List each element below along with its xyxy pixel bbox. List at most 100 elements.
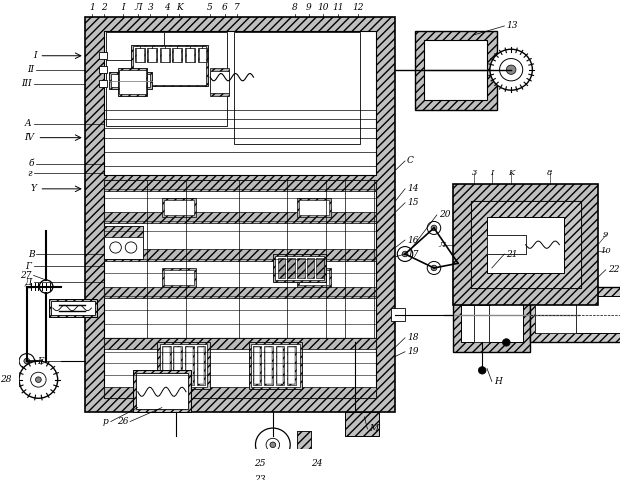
Bar: [136, 373, 188, 409]
Circle shape: [19, 361, 58, 398]
Bar: [210, 71, 229, 93]
Bar: [49, 299, 97, 317]
Bar: [254, 347, 260, 384]
Bar: [299, 270, 329, 285]
Circle shape: [19, 354, 34, 369]
Bar: [104, 180, 376, 191]
Bar: [104, 180, 376, 338]
Bar: [297, 431, 312, 459]
Text: 10: 10: [317, 3, 329, 12]
Text: р: р: [103, 417, 109, 426]
Bar: [288, 347, 295, 384]
Text: 3: 3: [148, 3, 153, 12]
Bar: [297, 268, 331, 287]
Text: Д: Д: [24, 277, 32, 287]
Bar: [161, 48, 169, 62]
Bar: [424, 40, 487, 100]
Bar: [135, 48, 145, 62]
Bar: [345, 412, 379, 435]
Text: 7: 7: [234, 3, 240, 12]
Text: 13: 13: [506, 22, 518, 30]
Text: Y: Y: [31, 184, 37, 193]
Text: 8: 8: [292, 3, 298, 12]
Bar: [173, 48, 182, 62]
Bar: [391, 308, 405, 321]
Bar: [99, 66, 107, 73]
Text: 24: 24: [312, 459, 323, 468]
Bar: [475, 305, 489, 342]
Bar: [470, 201, 581, 288]
Bar: [157, 342, 210, 389]
Text: 27: 27: [20, 271, 32, 280]
Text: 6: 6: [222, 3, 227, 12]
Bar: [104, 226, 143, 237]
Bar: [297, 431, 312, 459]
Circle shape: [431, 225, 437, 231]
Bar: [51, 300, 95, 315]
Bar: [297, 198, 331, 217]
Text: 1: 1: [90, 3, 95, 12]
Bar: [111, 74, 150, 87]
Circle shape: [431, 265, 437, 271]
Circle shape: [506, 65, 516, 74]
Bar: [104, 387, 376, 398]
Bar: [197, 48, 207, 62]
Text: Л: Л: [438, 240, 445, 249]
Bar: [287, 346, 296, 385]
Bar: [99, 52, 107, 60]
Circle shape: [24, 358, 30, 364]
Bar: [265, 347, 272, 384]
Text: 20: 20: [439, 210, 450, 219]
Text: Г: Г: [26, 262, 32, 271]
Text: I: I: [33, 51, 37, 60]
Circle shape: [402, 251, 408, 257]
Bar: [530, 287, 623, 342]
Text: 22: 22: [607, 265, 619, 275]
Circle shape: [36, 377, 41, 383]
Text: 15: 15: [407, 198, 419, 207]
Bar: [461, 277, 523, 342]
Text: I: I: [121, 3, 125, 12]
Bar: [131, 45, 208, 86]
Bar: [106, 33, 227, 126]
Text: 4: 4: [164, 3, 169, 12]
Bar: [174, 347, 181, 384]
Bar: [210, 68, 229, 96]
Text: М: М: [369, 424, 379, 433]
Bar: [173, 346, 182, 385]
Text: K: K: [176, 3, 183, 12]
Bar: [136, 48, 143, 62]
Bar: [85, 17, 396, 412]
Circle shape: [39, 280, 53, 293]
Bar: [186, 347, 193, 384]
Text: Н: Н: [494, 377, 502, 386]
Text: 19: 19: [407, 347, 419, 356]
Bar: [106, 33, 164, 60]
Bar: [454, 268, 530, 352]
Circle shape: [500, 59, 523, 81]
Bar: [109, 72, 152, 89]
Text: 11: 11: [333, 3, 344, 12]
Bar: [415, 31, 497, 110]
Circle shape: [397, 247, 413, 262]
Circle shape: [110, 242, 121, 253]
Text: I: I: [490, 169, 493, 177]
Bar: [273, 254, 326, 282]
Circle shape: [39, 280, 53, 293]
Text: 12: 12: [352, 3, 363, 12]
Bar: [199, 48, 206, 62]
Bar: [249, 342, 302, 389]
Circle shape: [427, 221, 440, 234]
Bar: [454, 184, 598, 305]
Bar: [277, 347, 283, 384]
Circle shape: [427, 262, 440, 275]
Text: 21: 21: [506, 250, 518, 259]
Bar: [162, 198, 196, 217]
Bar: [316, 258, 324, 278]
Bar: [185, 346, 194, 385]
Circle shape: [31, 372, 46, 387]
Text: 25: 25: [254, 459, 265, 468]
Text: III: III: [21, 79, 32, 88]
Text: г: г: [27, 168, 32, 178]
Bar: [461, 277, 490, 305]
